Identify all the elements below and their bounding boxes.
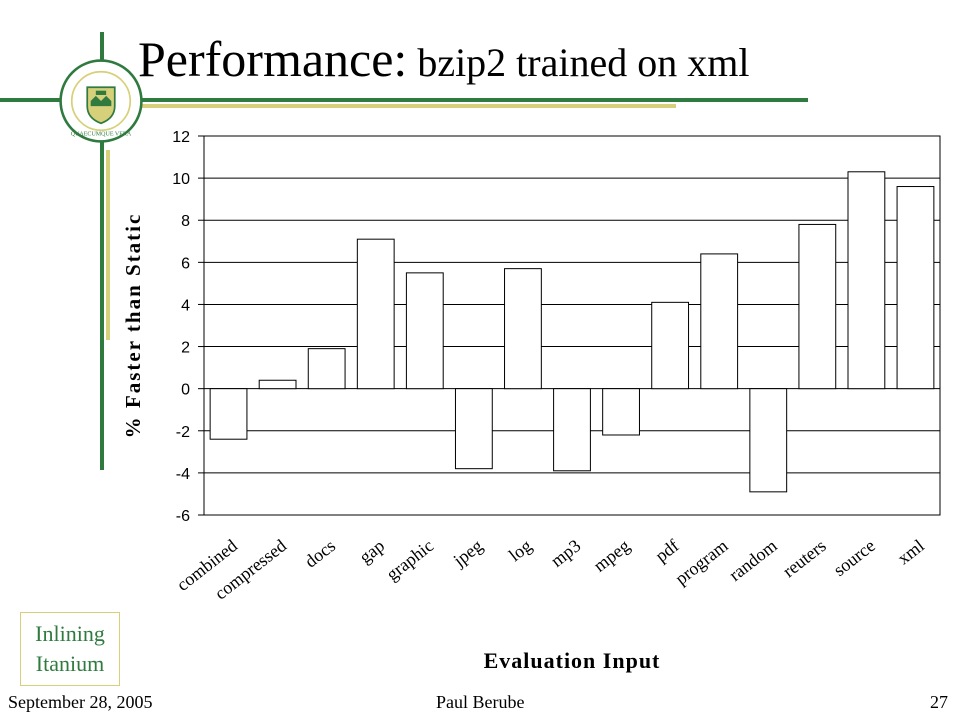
y-tick-label: 12 <box>172 129 190 146</box>
x-tick-label-gap: gap <box>355 535 388 567</box>
bar-random <box>749 388 788 493</box>
x-tick-label-jpeg: jpeg <box>449 535 487 570</box>
x-tick-label-graphic: graphic <box>382 535 437 584</box>
y-tick-label: -4 <box>176 466 190 483</box>
x-tick-label-source: source <box>830 535 879 580</box>
bar-mpeg <box>602 388 640 436</box>
y-tick-label: 8 <box>181 213 190 230</box>
bar-program <box>700 253 739 390</box>
tag-line-2: Itanium <box>35 651 105 676</box>
title-main: Performance: <box>138 31 408 87</box>
bar-log <box>504 268 542 390</box>
y-tick-label: -6 <box>176 508 190 525</box>
y-tick-label: 6 <box>181 255 190 272</box>
y-axis-label: % Faster than Static <box>121 213 145 439</box>
bar-jpeg <box>454 388 493 470</box>
bar-reuters <box>798 223 837 390</box>
green-vertical-line <box>100 32 104 470</box>
y-tick-label: 10 <box>172 171 190 188</box>
green-horizontal-line <box>0 98 808 102</box>
bar-compressed <box>258 379 297 390</box>
bar-combined <box>209 388 248 440</box>
y-tick-labels: 12 10 8 6 4 2 0 -2 -4 -6 <box>172 129 190 525</box>
footer-page-number: 27 <box>930 692 948 712</box>
y-tick-label: 4 <box>181 297 190 314</box>
x-tick-label-program: program <box>671 535 731 588</box>
x-tick-label-docs: docs <box>301 535 339 571</box>
slide-title: Performance: bzip2 trained on xml <box>138 30 749 88</box>
university-crest-logo: QUAECUMQUE VERA <box>59 59 143 143</box>
x-axis-label: Evaluation Input <box>484 648 661 673</box>
title-subtitle: bzip2 trained on xml <box>407 40 750 85</box>
bar-docs <box>307 348 346 390</box>
gold-horizontal-line <box>120 104 676 108</box>
footer-date: September 28, 2005 <box>8 692 153 712</box>
x-tick-label-log: log <box>505 535 535 565</box>
y-tick-label: 0 <box>181 382 190 399</box>
crest-motto: QUAECUMQUE VERA <box>71 131 132 137</box>
bar-graphic <box>405 272 444 390</box>
y-tick-label: -2 <box>176 424 190 441</box>
x-tick-label-mpeg: mpeg <box>590 535 634 575</box>
x-tick-label-reuters: reuters <box>779 535 830 581</box>
bar-pdf <box>651 301 690 390</box>
bar-xml <box>896 186 935 390</box>
gold-vertical-line <box>106 150 110 340</box>
topic-tag-box: Inlining Itanium <box>20 612 120 686</box>
tag-line-1: Inlining <box>35 621 105 646</box>
bar-gap <box>356 238 395 390</box>
footer-author: Paul Berube <box>436 692 525 712</box>
bar-source <box>847 171 886 390</box>
y-tick-label: 2 <box>181 340 190 357</box>
x-tick-label-mp3: mp3 <box>547 535 585 570</box>
plot-frame <box>203 135 941 516</box>
x-tick-label-xml: xml <box>894 535 928 568</box>
bars <box>209 171 935 493</box>
x-tick-label-random: random <box>725 535 781 585</box>
x-tick-label-pdf: pdf <box>651 535 682 566</box>
bar-mp3 <box>553 388 591 472</box>
